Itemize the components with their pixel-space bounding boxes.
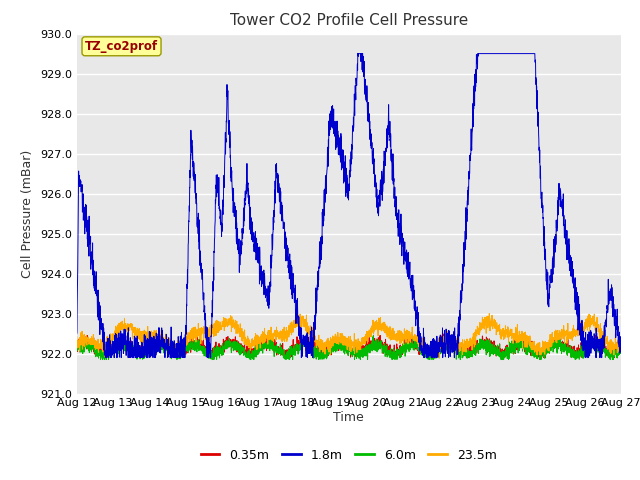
Y-axis label: Cell Pressure (mBar): Cell Pressure (mBar) <box>21 149 35 278</box>
X-axis label: Time: Time <box>333 411 364 424</box>
Legend: 0.35m, 1.8m, 6.0m, 23.5m: 0.35m, 1.8m, 6.0m, 23.5m <box>196 444 502 467</box>
Text: TZ_co2prof: TZ_co2prof <box>85 40 158 53</box>
Title: Tower CO2 Profile Cell Pressure: Tower CO2 Profile Cell Pressure <box>230 13 468 28</box>
